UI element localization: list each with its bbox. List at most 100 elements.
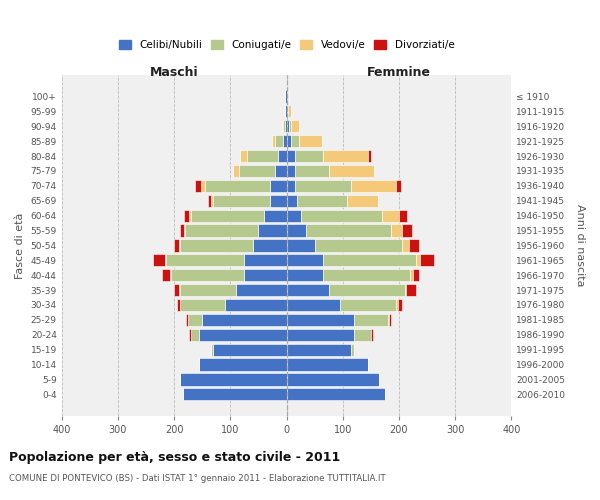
Bar xyxy=(287,314,354,326)
Legend: Celibi/Nubili, Coniugati/e, Vedovi/e, Divorziati/e: Celibi/Nubili, Coniugati/e, Vedovi/e, Di… xyxy=(115,36,458,54)
Bar xyxy=(287,150,295,162)
Bar xyxy=(166,254,244,266)
Bar xyxy=(164,254,166,266)
Bar xyxy=(340,299,396,311)
Bar xyxy=(413,269,419,281)
Bar xyxy=(287,224,306,236)
Bar xyxy=(191,328,199,341)
Bar xyxy=(179,240,180,252)
Bar xyxy=(269,180,287,192)
Bar xyxy=(382,210,399,222)
Bar xyxy=(416,254,421,266)
Bar xyxy=(323,269,410,281)
Bar xyxy=(154,254,164,266)
Bar xyxy=(202,314,287,326)
Text: Popolazione per età, sesso e stato civile - 2011: Popolazione per età, sesso e stato civil… xyxy=(9,451,340,464)
Bar xyxy=(170,269,171,281)
Bar xyxy=(283,120,285,132)
Bar xyxy=(162,269,170,281)
Bar xyxy=(287,165,295,177)
Bar xyxy=(283,135,287,147)
Bar xyxy=(180,284,236,296)
Bar xyxy=(402,224,412,236)
Bar xyxy=(391,224,402,236)
Bar xyxy=(396,299,398,311)
Bar xyxy=(286,105,287,118)
Bar xyxy=(233,165,239,177)
Bar xyxy=(396,180,401,192)
Bar xyxy=(306,224,391,236)
Text: COMUNE DI PONTEVICO (BS) - Dati ISTAT 1° gennaio 2011 - Elaborazione TUTTITALIA.: COMUNE DI PONTEVICO (BS) - Dati ISTAT 1°… xyxy=(9,474,386,483)
Bar xyxy=(272,135,275,147)
Y-axis label: Fasce di età: Fasce di età xyxy=(15,212,25,278)
Bar xyxy=(259,224,287,236)
Bar xyxy=(371,328,373,341)
Bar xyxy=(323,254,416,266)
Bar xyxy=(253,240,287,252)
Bar xyxy=(291,135,299,147)
Bar xyxy=(354,328,371,341)
Bar xyxy=(398,299,403,311)
Bar xyxy=(314,240,402,252)
Bar xyxy=(399,210,407,222)
Bar xyxy=(287,120,289,132)
Bar xyxy=(289,120,291,132)
Bar xyxy=(287,180,295,192)
Bar xyxy=(287,254,323,266)
Bar xyxy=(351,180,396,192)
Y-axis label: Anni di nascita: Anni di nascita xyxy=(575,204,585,286)
Bar xyxy=(214,344,287,356)
Bar xyxy=(287,210,301,222)
Bar xyxy=(180,240,253,252)
Bar xyxy=(288,105,291,118)
Bar xyxy=(295,180,351,192)
Bar xyxy=(208,194,211,207)
Bar xyxy=(287,90,289,102)
Bar xyxy=(291,120,299,132)
Bar xyxy=(351,344,354,356)
Bar xyxy=(329,165,374,177)
Bar xyxy=(329,284,404,296)
Bar xyxy=(225,299,287,311)
Bar xyxy=(287,344,351,356)
Bar xyxy=(174,240,179,252)
Bar xyxy=(287,328,354,341)
Bar xyxy=(287,194,296,207)
Bar xyxy=(185,224,259,236)
Bar xyxy=(191,210,264,222)
Bar xyxy=(287,388,385,400)
Bar xyxy=(287,358,368,370)
Bar xyxy=(287,374,379,386)
Bar xyxy=(275,165,287,177)
Bar xyxy=(421,254,434,266)
Bar xyxy=(184,224,185,236)
Bar xyxy=(402,240,409,252)
Bar xyxy=(368,150,371,162)
Bar xyxy=(182,388,287,400)
Bar xyxy=(188,314,202,326)
Bar xyxy=(296,194,347,207)
Bar xyxy=(287,135,291,147)
Bar xyxy=(287,299,340,311)
Bar xyxy=(347,194,378,207)
Bar xyxy=(295,150,323,162)
Bar xyxy=(177,299,180,311)
Bar xyxy=(184,210,189,222)
Bar xyxy=(199,328,287,341)
Bar xyxy=(173,284,179,296)
Bar xyxy=(189,210,191,222)
Bar xyxy=(200,180,205,192)
Bar xyxy=(278,150,287,162)
Bar xyxy=(389,314,391,326)
Bar xyxy=(286,90,287,102)
Bar xyxy=(236,284,287,296)
Bar xyxy=(287,105,288,118)
Bar xyxy=(241,150,247,162)
Bar xyxy=(180,224,184,236)
Bar xyxy=(404,284,406,296)
Bar xyxy=(264,210,287,222)
Text: Femmine: Femmine xyxy=(367,66,431,78)
Bar xyxy=(285,120,287,132)
Bar xyxy=(299,135,322,147)
Bar xyxy=(301,210,382,222)
